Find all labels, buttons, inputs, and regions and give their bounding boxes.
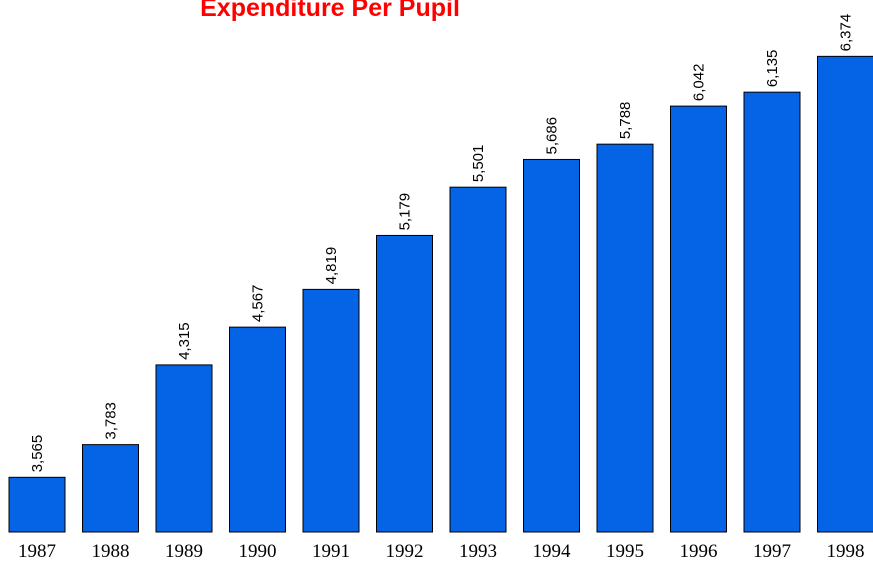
x-tick-label: 1994 xyxy=(533,541,572,562)
value-label: 3,565 xyxy=(29,435,46,473)
x-tick-label: 1995 xyxy=(606,541,644,562)
value-label: 6,042 xyxy=(691,64,708,102)
bar xyxy=(743,91,801,533)
value-label: 4,315 xyxy=(176,322,193,360)
x-tick-label: 1998 xyxy=(827,541,865,562)
bar xyxy=(376,234,433,533)
bar xyxy=(449,186,507,533)
bar xyxy=(817,55,873,533)
bar xyxy=(670,105,727,533)
value-label: 5,788 xyxy=(617,102,634,140)
bar xyxy=(596,143,654,533)
value-label: 5,686 xyxy=(544,117,561,155)
x-tick-label: 1992 xyxy=(386,541,424,562)
value-label: 5,501 xyxy=(470,145,487,183)
value-label: 5,179 xyxy=(397,193,414,231)
bar xyxy=(8,476,66,533)
x-tick-label: 1997 xyxy=(753,541,791,562)
value-label: 4,819 xyxy=(323,247,340,285)
x-tick-label: 1988 xyxy=(92,541,130,562)
x-tick-label: 1991 xyxy=(312,541,350,562)
x-tick-label: 1990 xyxy=(239,541,277,562)
bar xyxy=(302,288,360,533)
value-label: 6,374 xyxy=(838,14,855,52)
value-label: 6,135 xyxy=(764,50,781,88)
bar xyxy=(155,364,213,533)
x-tick-label: 1996 xyxy=(680,541,718,562)
bar xyxy=(82,444,139,533)
x-tick-label: 1987 xyxy=(18,541,56,562)
bar xyxy=(229,326,286,533)
chart-title: Expenditure Per Pupil xyxy=(200,0,460,22)
x-tick-label: 1989 xyxy=(165,541,203,562)
bar xyxy=(523,158,580,533)
x-tick-label: 1993 xyxy=(459,541,497,562)
value-label: 4,567 xyxy=(250,285,267,323)
value-label: 3,783 xyxy=(103,402,120,440)
